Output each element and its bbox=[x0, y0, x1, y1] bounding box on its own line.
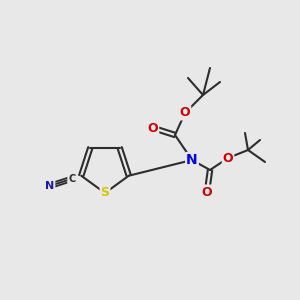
Text: N: N bbox=[45, 181, 55, 191]
Text: C: C bbox=[68, 174, 75, 184]
Text: O: O bbox=[223, 152, 233, 164]
Text: N: N bbox=[186, 153, 198, 167]
Text: S: S bbox=[100, 187, 109, 200]
Text: O: O bbox=[180, 106, 190, 119]
Text: O: O bbox=[202, 185, 212, 199]
Text: O: O bbox=[148, 122, 158, 134]
